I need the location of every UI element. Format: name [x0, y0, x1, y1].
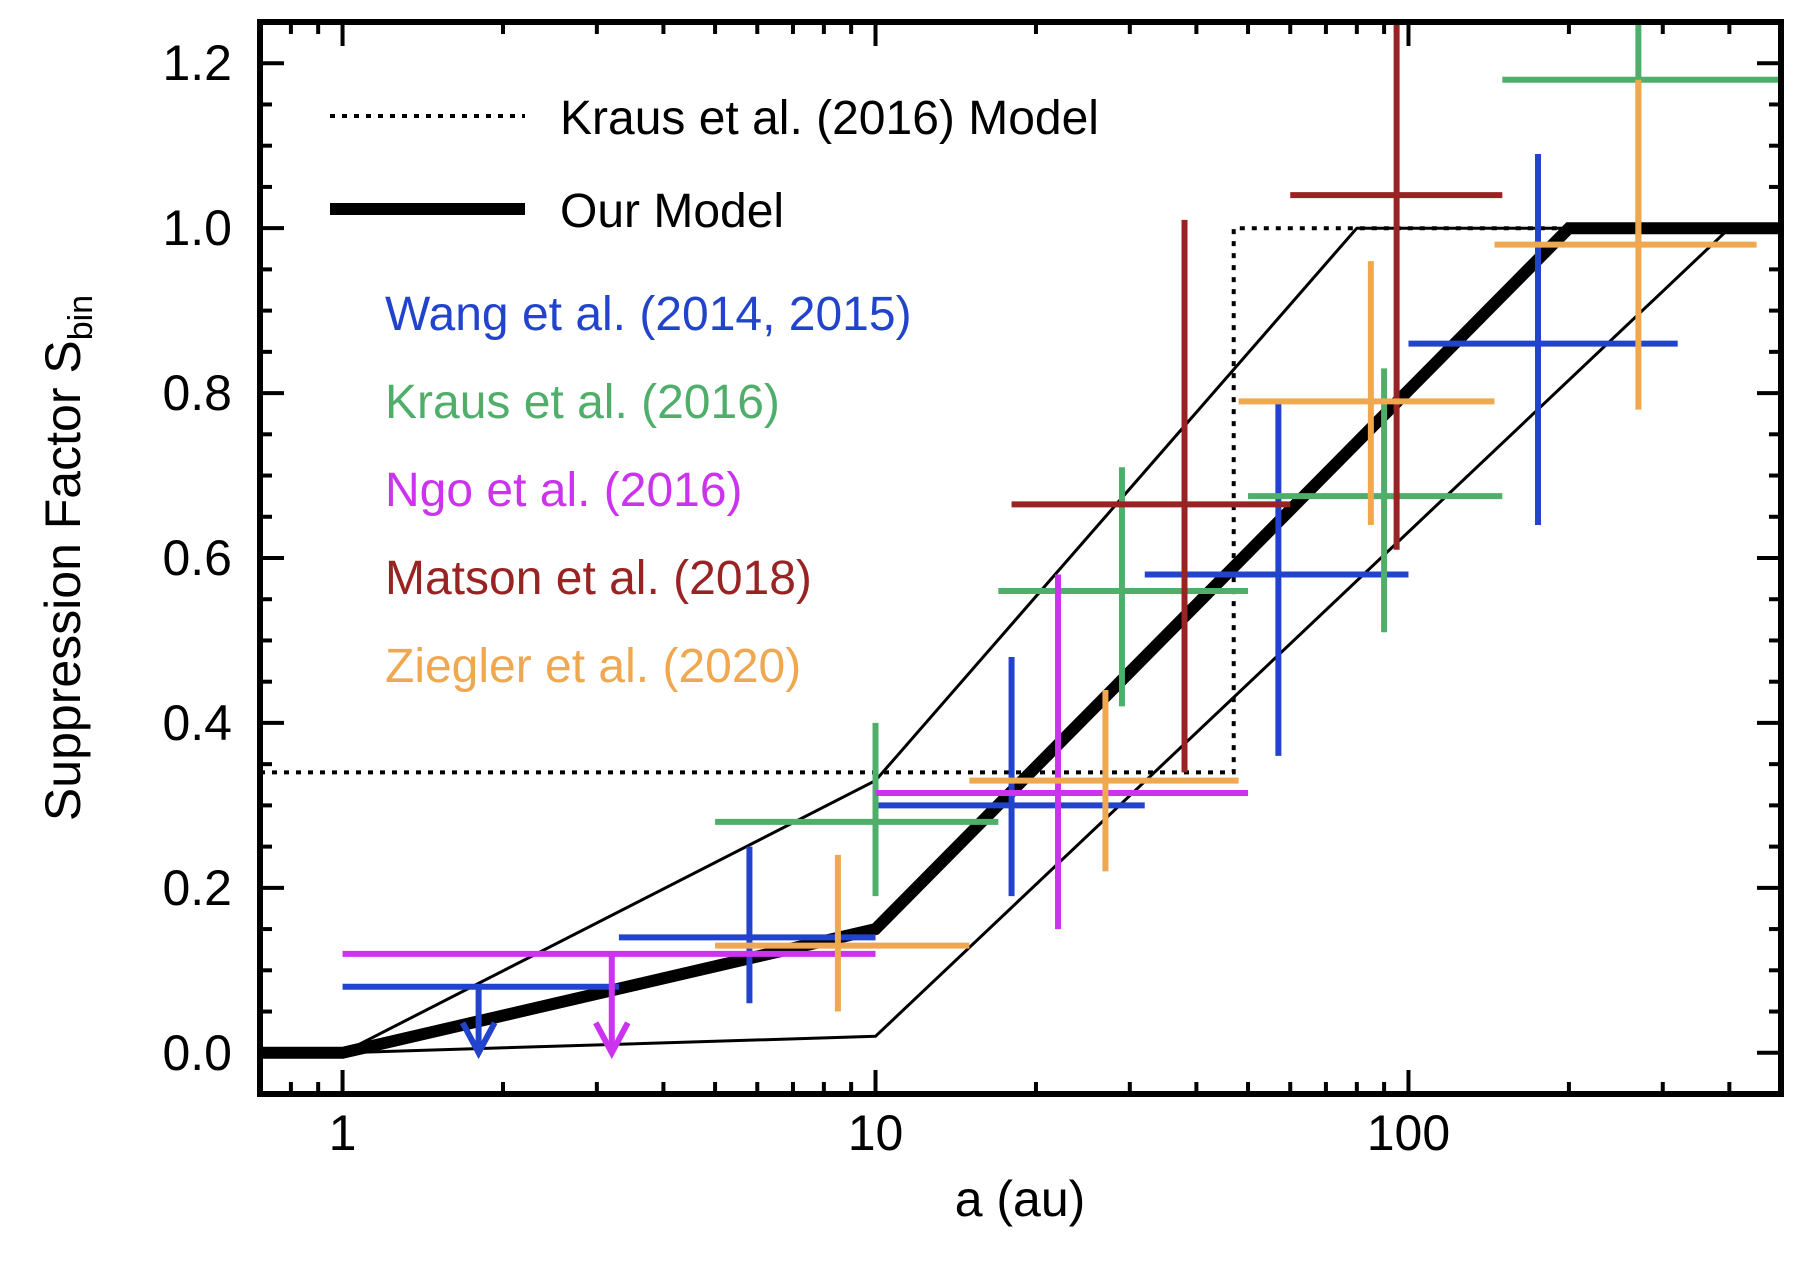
y-tick-label: 1.2 — [162, 35, 232, 91]
data-point — [342, 950, 876, 1060]
y-axis-label-subscript: bin — [62, 295, 100, 340]
plot-area — [260, 22, 1781, 1094]
y-tick-label: 0.4 — [162, 695, 232, 751]
x-tick-label: 100 — [1367, 1105, 1450, 1161]
y-tick-label: 0.8 — [162, 365, 232, 421]
legend: Kraus et al. (2016) Model Our Model Wang… — [330, 92, 1099, 693]
series-4 — [715, 79, 1757, 1012]
x-tick-label: 10 — [848, 1105, 904, 1161]
y-tick-label: 1.0 — [162, 200, 232, 256]
series-3 — [1011, 22, 1503, 773]
y-tick-label: 0.6 — [162, 530, 232, 586]
legend-label-wang: Wang et al. (2014, 2015) — [385, 288, 912, 341]
upper-limit-arrow — [459, 1021, 498, 1060]
data-point — [715, 854, 970, 1012]
data-point — [875, 656, 1145, 897]
legend-label-ngo: Ngo et al. (2016) — [385, 464, 743, 517]
legend-label-kraus: Kraus et al. (2016) — [385, 376, 780, 429]
legend-label-our-model: Our Model — [560, 185, 784, 238]
data-point — [1290, 22, 1503, 550]
y-tick-label: 0.0 — [162, 1025, 232, 1081]
legend-label-kraus-model: Kraus et al. (2016) Model — [560, 92, 1099, 145]
series-2 — [342, 574, 1249, 1060]
data-point — [342, 983, 619, 1060]
y-tick-label: 0.2 — [162, 860, 232, 916]
axis-ticks — [260, 20, 1783, 1094]
legend-label-ziegler: Ziegler et al. (2020) — [385, 640, 801, 693]
upper-limit-arrow — [593, 1021, 631, 1060]
data-point — [715, 722, 999, 897]
x-axis-label: a (au) — [955, 1171, 1086, 1227]
data-series — [342, 22, 1781, 1060]
data-point — [969, 689, 1239, 872]
data-point — [618, 846, 876, 1004]
x-tick-label: 1 — [329, 1105, 357, 1161]
y-axis-label: Suppression Factor Sbin — [35, 295, 100, 821]
data-point — [1011, 219, 1291, 773]
series-0 — [342, 153, 1678, 1060]
data-point — [1408, 153, 1678, 526]
data-point — [1238, 261, 1495, 526]
data-point — [1248, 368, 1503, 633]
data-point — [1494, 79, 1757, 410]
data-point — [875, 574, 1249, 930]
model-line-0 — [260, 226, 1781, 775]
legend-label-matson: Matson et al. (2018) — [385, 552, 812, 605]
data-point — [1144, 401, 1409, 756]
tick-labels: 1 10 100 0.0 0.2 0.4 0.6 0.8 1.0 1.2 — [162, 35, 1450, 1161]
y-axis-label-main: Suppression Factor S — [35, 340, 91, 821]
